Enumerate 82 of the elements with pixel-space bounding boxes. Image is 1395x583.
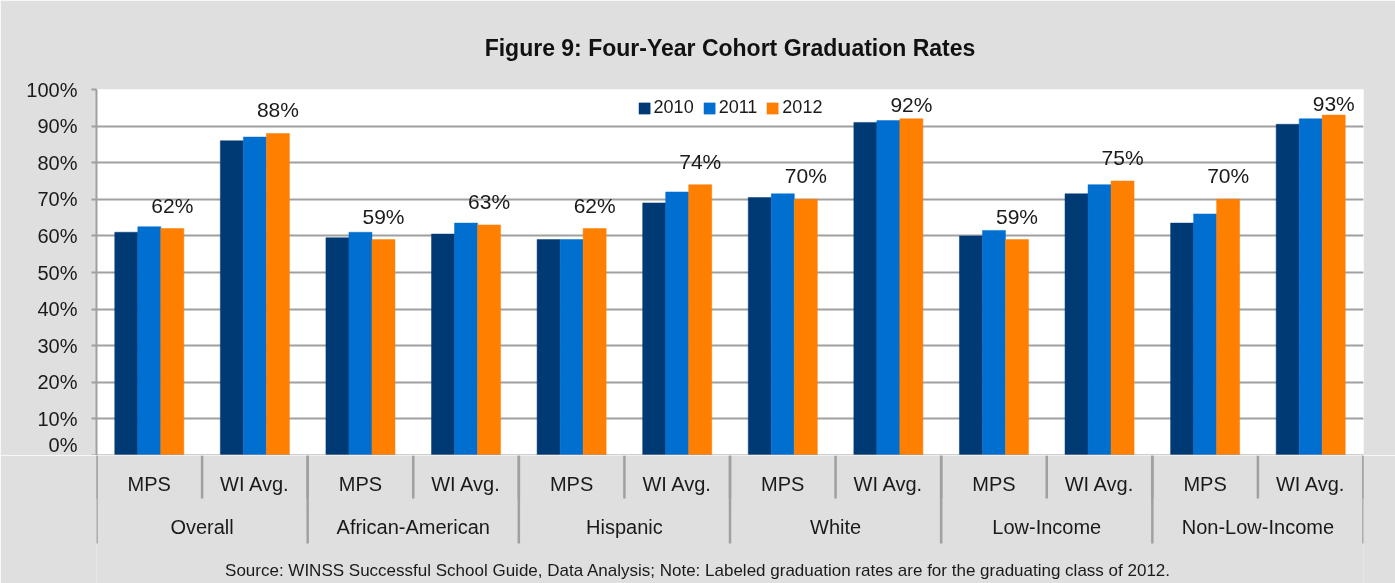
bar — [1193, 213, 1217, 455]
data-label: 62% — [151, 193, 194, 217]
y-tick-label: 50% — [37, 261, 78, 284]
bar — [1298, 118, 1323, 455]
data-label: 75% — [1101, 146, 1144, 169]
bar — [477, 224, 501, 455]
legend-label: 2011 — [718, 97, 758, 118]
y-tick-label: 70% — [37, 188, 78, 211]
x-tick-label: WI Avg. — [642, 472, 711, 495]
data-label: 70% — [1207, 164, 1250, 188]
bar — [853, 122, 878, 455]
bar — [431, 233, 455, 455]
y-tick-label: 20% — [37, 371, 78, 394]
bar — [688, 184, 712, 455]
data-label: 88% — [256, 98, 299, 122]
bar — [266, 133, 290, 455]
bar — [1275, 124, 1300, 455]
text: Hispanic — [586, 515, 663, 538]
data-label: 70% — [784, 164, 827, 188]
bar — [982, 230, 1006, 455]
bar — [371, 239, 396, 455]
bar — [220, 140, 244, 455]
bar — [137, 226, 162, 455]
bar — [454, 222, 478, 455]
bar — [1087, 184, 1112, 455]
y-tick-label: 100% — [26, 78, 78, 101]
legend-label: 2010 — [653, 97, 694, 118]
x-tick-label: MPS — [549, 472, 594, 495]
bar — [582, 228, 607, 455]
y-tick-label: 90% — [37, 115, 78, 138]
x-tick-label: WI Avg. — [1275, 472, 1345, 495]
legend-label: 2012 — [782, 97, 823, 118]
x-tick-label: WI Avg. — [431, 472, 500, 495]
y-tick-label: 40% — [37, 298, 78, 321]
source-note: Source: WINSS Successful School Guide, Data Analysis; Note: Labeled graduation rates are for the graduating class of 2012. — [225, 561, 1171, 580]
x-tick-label: WI Avg. — [1064, 472, 1134, 495]
bar — [876, 120, 901, 455]
y-tick-label: 10% — [37, 407, 78, 430]
bar — [1170, 222, 1194, 455]
data-label: 59% — [362, 204, 405, 228]
bar — [748, 197, 772, 455]
x-tick-label: MPS — [338, 472, 383, 495]
y-tick-label: 30% — [37, 334, 78, 357]
bar — [665, 191, 689, 455]
text: Overall — [170, 515, 234, 538]
bar — [794, 199, 818, 455]
x-tick-label: MPS — [1183, 472, 1227, 495]
bar — [771, 193, 795, 455]
bar — [114, 231, 139, 455]
bar — [1321, 114, 1346, 455]
bar — [1064, 193, 1089, 455]
bar — [642, 202, 666, 455]
bar — [1216, 199, 1240, 455]
bar — [348, 231, 373, 455]
bar — [1110, 180, 1135, 455]
x-tick-label: WI Avg. — [220, 472, 289, 495]
x-tick-label: MPS — [761, 472, 805, 495]
data-label: 93% — [1312, 92, 1355, 116]
x-tick-label: MPS — [127, 472, 171, 495]
bar — [899, 118, 924, 455]
data-label: 62% — [573, 193, 616, 217]
text: Low-Income — [992, 515, 1102, 538]
data-label: 74% — [679, 149, 722, 173]
text: Non-Low-Income — [1181, 515, 1335, 538]
data-label: 59% — [995, 204, 1038, 228]
x-tick-label: MPS — [972, 472, 1016, 495]
bar — [1005, 239, 1029, 455]
bar — [959, 235, 983, 455]
bar — [325, 237, 350, 455]
bar — [160, 228, 185, 455]
data-label: 92% — [890, 92, 933, 116]
bar — [536, 239, 561, 455]
chart-title: Figure 9: Four-Year Cohort Graduation Rates — [484, 34, 976, 61]
y-tick-label: 0% — [48, 433, 78, 456]
x-tick-label: WI Avg. — [853, 472, 923, 495]
y-tick-label: 60% — [37, 224, 78, 247]
data-label: 63% — [468, 189, 511, 213]
bar — [243, 136, 267, 455]
text: White — [810, 515, 862, 538]
text: African-American — [336, 515, 490, 538]
y-tick-label: 80% — [37, 151, 78, 174]
bar — [559, 239, 584, 455]
